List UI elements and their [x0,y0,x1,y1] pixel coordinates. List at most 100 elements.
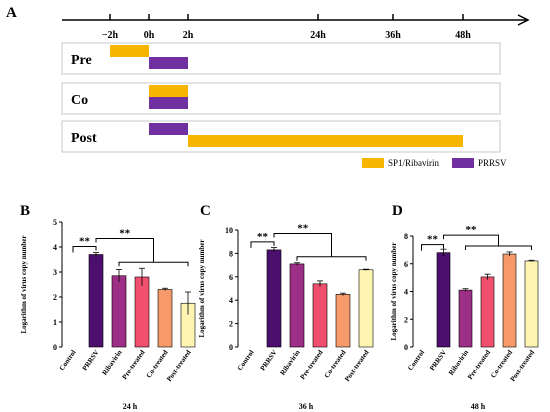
significance-bracket [273,233,332,257]
timeline-tick-label: −2h [102,30,119,41]
x-tick-label: Pre-treated [299,348,325,380]
bar-co-treated [157,289,173,348]
x-tick-label: Control [236,349,256,373]
bar-prrsv [88,254,104,348]
timeline-segment-prrsv [149,123,188,135]
bar-post-treated [358,269,374,348]
timeline-segment-prrsv [149,57,188,69]
x-tick-label: PRRSV [81,349,101,373]
y-tick-label: 10 [225,226,233,235]
bar-prrsv [266,249,282,348]
x-tick-label: Post-treated [343,348,370,383]
legend-swatch [452,158,474,168]
x-tick-label: Pre-treated [121,348,147,380]
x-tick-label: Ribavirin [101,348,124,376]
panel-letter: C [200,203,211,219]
y-tick-label: 3 [53,268,57,277]
x-tick-label: Ribavirin [279,348,302,376]
bar-co-treated [335,294,351,348]
bar-co-treated [502,253,517,348]
y-tick-label: 5 [53,218,57,227]
y-tick-label: 0 [53,343,57,352]
y-tick-label: 6 [404,260,408,269]
y-tick-label: 0 [229,343,233,352]
panel-time-caption: 36 h [299,402,314,411]
panel-time-caption: 48 h [471,402,486,411]
bar-ribavirin [458,289,473,348]
significance-label: ** [466,224,478,236]
significance-label: ** [257,231,269,243]
y-tick-label: 6 [229,273,233,282]
bar-chart-panel-c: C Logarithm of virus copy number 0 2 4 6 8 10 Co… [198,203,374,411]
y-axis-title: Logarithm of virus copy number [198,240,206,338]
timeline-row-label: Pre [71,53,92,68]
significance-bracket [443,234,499,246]
y-tick-label: 4 [53,243,57,252]
y-tick-label: 0 [404,343,408,352]
x-tick-label: PRRSV [259,349,279,373]
bar-chart-panel-b: B Logarithm of virus copy number 0 1 2 3 4 5 Con… [20,203,196,411]
timeline-segment-sp1-ribavirin [110,45,149,57]
bar-ribavirin [289,263,305,348]
bar-pre-treated [134,276,150,348]
timeline-row-box [61,82,501,115]
significance-label: ** [427,234,439,246]
timeline-tick-label: 2h [183,30,194,41]
legend-label: PRRSV [478,158,507,168]
bar-prrsv [436,252,451,348]
x-tick-label: Ribavirin [447,348,470,376]
y-axis-title: Logarithm of virus copy number [20,236,28,334]
timeline-segment-prrsv [149,97,188,109]
bar-pre-treated [480,276,495,348]
x-tick-label: Pre-treated [466,348,492,380]
y-tick-label: 2 [404,315,408,324]
timeline-segment-sp1-ribavirin [188,135,463,147]
significance-label: ** [297,223,309,235]
timeline-tick-label: 48h [455,30,471,41]
significance-bracket [421,244,444,251]
panel-a-timeline: A −2h 0h 2h 24h 36h 48h Pre Co Post SP1/Ribavir… [6,5,530,168]
timeline-segment-sp1-ribavirin [149,85,188,97]
panel-letter: D [392,203,403,219]
bar-chart-panel-d: D Logarithm of virus copy number 0 2 4 6 8 Cont… [390,203,539,411]
y-tick-label: 2 [53,293,57,302]
timeline-row-label: Co [71,93,88,108]
x-tick-label: Co-treated [323,348,348,379]
y-tick-label: 8 [404,232,408,241]
significance-label: ** [119,228,131,240]
timeline-row-label: Post [71,131,97,146]
timeline-arrow-icon [517,14,530,26]
significance-bracket [250,241,275,248]
x-tick-label: Co-treated [145,348,170,379]
significance-bracket-group [465,245,532,250]
panel-a-letter: A [6,5,17,21]
panel-letter: B [20,203,30,219]
y-tick-label: 4 [229,296,233,305]
y-tick-label: 1 [53,318,57,327]
significance-bracket [72,246,97,253]
bar-ribavirin [111,275,127,348]
bar-post-treated [524,260,539,348]
y-tick-label: 8 [229,249,233,258]
x-tick-label: PRRSV [428,349,448,373]
timeline-tick-label: 0h [144,30,155,41]
significance-bracket-group [296,256,367,261]
x-tick-label: Control [406,349,426,373]
x-tick-label: Control [58,349,78,373]
timeline-row-box [61,42,501,75]
legend-label: SP1/Ribavirin [388,158,440,168]
timeline-tick-label: 36h [385,30,401,41]
bar-pre-treated [312,283,328,348]
y-tick-label: 2 [229,320,233,329]
y-tick-label: 4 [404,288,408,297]
timeline-tick-label: 24h [310,30,326,41]
y-axis-title: Logarithm of virus copy number [390,243,398,341]
significance-bracket-group [118,261,189,267]
significance-bracket [95,238,154,263]
significance-label: ** [79,236,91,248]
legend-swatch [362,158,384,168]
panel-time-caption: 24 h [123,402,138,411]
x-tick-label: Post-treated [165,348,192,383]
